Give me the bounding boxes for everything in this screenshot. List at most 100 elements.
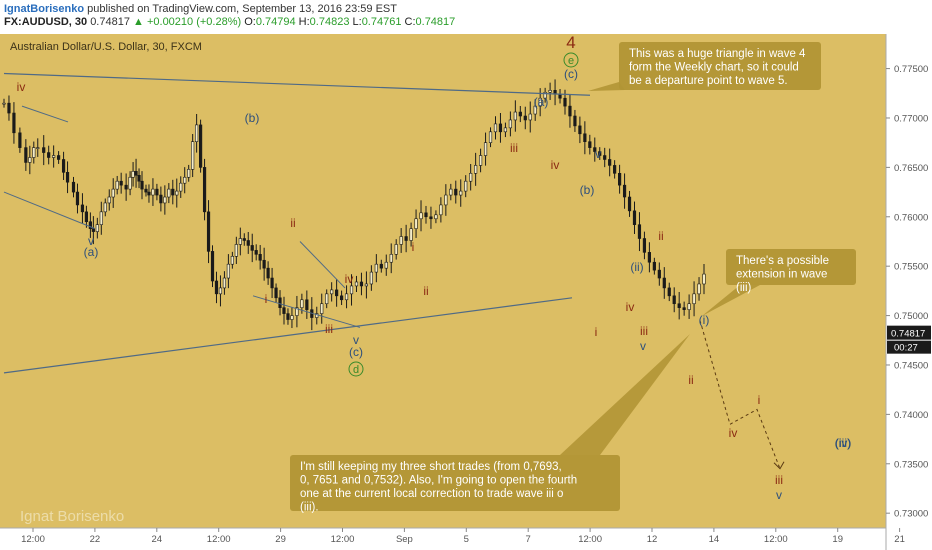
candle-body [528, 113, 532, 121]
candle [266, 261, 270, 285]
candle-body [483, 142, 488, 156]
candle-body [320, 303, 324, 314]
candle [238, 227, 242, 256]
x-tick-label: 7 [526, 534, 531, 545]
wave-label: (c) [564, 67, 578, 81]
candle [588, 134, 592, 155]
candle-body [647, 252, 651, 263]
candle-body [518, 111, 522, 117]
candle-body [282, 307, 286, 314]
candle [598, 147, 602, 160]
candle [349, 274, 354, 306]
candle-body [478, 155, 483, 166]
candle [384, 254, 388, 276]
candle [573, 109, 577, 132]
candle-body [242, 238, 246, 241]
wave-label: i [758, 393, 761, 407]
candle-body [513, 111, 517, 121]
candle [548, 82, 552, 100]
candle-body [578, 125, 582, 135]
candle [202, 158, 207, 221]
candle-body [637, 224, 642, 239]
candle [250, 233, 254, 263]
y-tick-label: 0.74500 [894, 360, 928, 371]
candle-body [498, 123, 503, 133]
candle [103, 198, 107, 217]
time-axis [0, 528, 886, 550]
author-link[interactable]: IgnatBorisenko [4, 3, 85, 15]
candle [657, 262, 661, 286]
candle [234, 236, 238, 264]
candle-body [439, 204, 443, 216]
candle [478, 148, 483, 173]
wave-label: iv [626, 300, 635, 314]
candle-body [163, 196, 167, 204]
candle [389, 243, 393, 274]
candle [533, 99, 537, 121]
channel-line-mid-lower [252, 295, 361, 328]
candle [498, 112, 503, 143]
candle-body [464, 180, 468, 192]
wave-label: i [265, 292, 268, 306]
candle-body [325, 293, 329, 305]
candle-body [652, 261, 656, 271]
wave-label: d [353, 364, 359, 376]
candle [99, 201, 103, 235]
candle [183, 167, 187, 194]
callout-text: one at the current local correction to t… [300, 488, 563, 500]
candle-body [95, 224, 99, 232]
candle [335, 278, 339, 307]
candle-body [12, 112, 16, 134]
candle [262, 247, 266, 281]
candle [167, 183, 171, 204]
candle-body [171, 188, 175, 196]
wave-label: ii [658, 229, 663, 243]
candle-body [128, 176, 132, 190]
close-label: C: [404, 16, 416, 28]
candle [399, 228, 403, 253]
wave-label: (a) [534, 95, 549, 109]
candle-body [374, 263, 378, 273]
candle-body [568, 105, 572, 117]
symbol-label[interactable]: FX:AUDUSD, 30 [4, 16, 88, 28]
candle [459, 179, 463, 207]
callout-text: I'm still keeping my three short trades … [300, 461, 562, 473]
candle-body [191, 141, 195, 170]
candle-body [682, 307, 686, 310]
candle-body [503, 127, 508, 133]
candle [419, 200, 423, 232]
y-tick-label: 0.73000 [894, 509, 928, 520]
candle [464, 175, 468, 198]
candle [226, 254, 230, 289]
candle [210, 245, 215, 288]
candle-body [147, 191, 151, 196]
candle [52, 145, 56, 168]
candle-body [137, 174, 141, 182]
candle-body [627, 196, 632, 212]
candle [195, 113, 199, 153]
triangle-upper-line [3, 72, 591, 96]
candle [315, 306, 319, 325]
candle [469, 164, 473, 191]
y-tick-label: 0.75000 [894, 311, 928, 322]
y-tick-label: 0.77000 [894, 113, 928, 124]
candle [320, 293, 324, 324]
candle-body [183, 176, 187, 184]
callout-text: be a departure point to wave 5. [629, 75, 788, 87]
wave-label: v [595, 147, 601, 161]
candle-body [52, 155, 56, 158]
x-tick-label: 29 [275, 534, 286, 545]
candle [28, 145, 32, 175]
candle-body [111, 188, 115, 198]
candle [115, 175, 119, 195]
wave-label: (i) [699, 313, 710, 327]
candle-body [632, 210, 637, 225]
candle-body [155, 188, 159, 196]
open-value: 0.74794 [255, 16, 296, 28]
candle [286, 308, 290, 325]
candle [18, 127, 22, 153]
channel-line-left-lower [3, 191, 96, 230]
y-tick-label: 0.73500 [894, 459, 928, 470]
y-tick-label: 0.75500 [894, 262, 928, 273]
price-chart[interactable]: Australian Dollar/U.S. Dollar, 30, FXCM 0… [0, 34, 932, 550]
